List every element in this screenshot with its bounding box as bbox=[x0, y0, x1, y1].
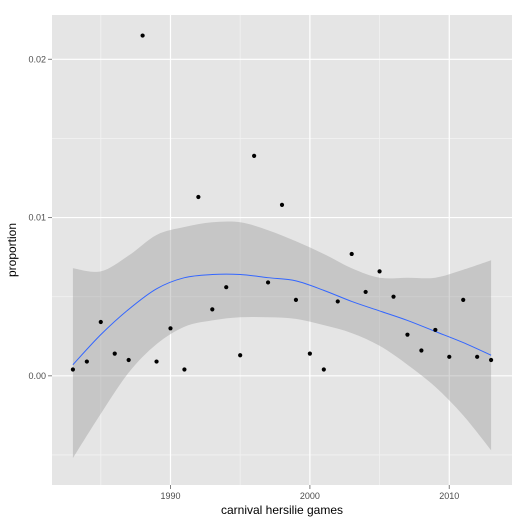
y-tick-label: 0.00 bbox=[28, 371, 46, 381]
data-point bbox=[363, 289, 368, 295]
data-point bbox=[488, 357, 494, 363]
confidence-ribbon bbox=[72, 221, 492, 459]
data-point bbox=[154, 359, 159, 364]
x-tick-label: 2000 bbox=[300, 491, 320, 501]
data-point bbox=[391, 294, 396, 299]
data-point bbox=[433, 327, 438, 333]
data-point bbox=[182, 367, 187, 372]
x-axis-title: carnival hersilie games bbox=[221, 503, 343, 517]
y-tick-label: 0.02 bbox=[28, 54, 46, 64]
data-point bbox=[140, 33, 145, 38]
plot-panel bbox=[52, 15, 512, 485]
data-point bbox=[98, 319, 103, 325]
data-point bbox=[475, 354, 480, 359]
x-tick-label: 1990 bbox=[160, 491, 180, 501]
data-point bbox=[168, 326, 173, 331]
data-point bbox=[279, 202, 285, 207]
data-point bbox=[196, 194, 201, 200]
data-point bbox=[70, 367, 76, 372]
grid-minor bbox=[52, 15, 512, 485]
y-axis-title: proportion bbox=[5, 223, 19, 277]
x-tick-label: 2010 bbox=[439, 491, 459, 501]
data-point bbox=[335, 299, 340, 304]
data-point bbox=[126, 357, 131, 363]
data-point bbox=[419, 348, 424, 353]
y-axis: 0.00 0.01 0.02 bbox=[28, 54, 52, 381]
x-axis: 1990 2000 2010 bbox=[160, 485, 459, 501]
data-point bbox=[377, 269, 382, 274]
data-point bbox=[210, 307, 215, 312]
data-point bbox=[321, 367, 326, 372]
data-point bbox=[252, 153, 257, 158]
data-point bbox=[307, 351, 312, 356]
data-point bbox=[349, 251, 354, 257]
data-point bbox=[112, 351, 117, 356]
data-point bbox=[265, 280, 271, 285]
data-point bbox=[224, 285, 229, 290]
y-tick-label: 0.01 bbox=[28, 213, 46, 223]
data-point bbox=[238, 353, 243, 358]
smooth-line bbox=[72, 273, 492, 366]
data-point bbox=[84, 359, 89, 364]
data-point bbox=[405, 332, 410, 337]
data-point bbox=[293, 297, 299, 302]
grid-major bbox=[52, 15, 512, 485]
data-point bbox=[461, 297, 466, 302]
data-point bbox=[447, 354, 452, 359]
points-layer bbox=[70, 33, 494, 372]
